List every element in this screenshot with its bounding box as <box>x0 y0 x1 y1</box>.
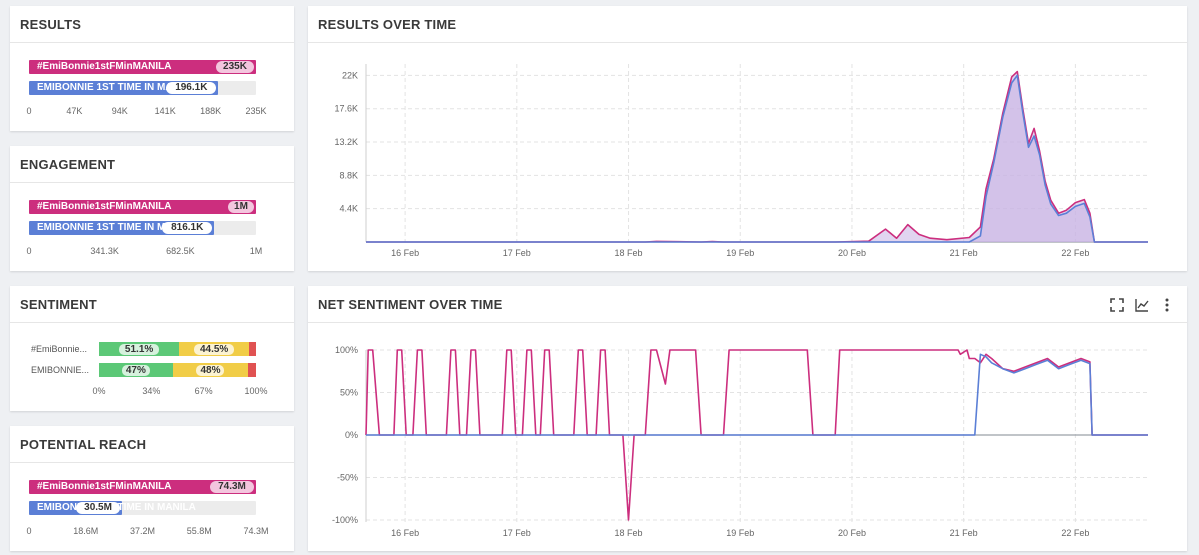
bar-value: 235K <box>216 61 254 73</box>
results-over-time-title: RESULTS OVER TIME <box>318 17 457 32</box>
x-tick-label: 21 Feb <box>950 528 978 538</box>
sentiment-neutral-value: 44.5% <box>194 344 235 355</box>
net-sentiment-over-time-widget: NET SENTIMENT OVER TIME 16 Feb 17 Feb 18 F… <box>308 286 1187 551</box>
divider <box>308 42 1187 43</box>
x-tick-label: 19 Feb <box>726 248 754 258</box>
axis-tick: 47K <box>66 106 83 116</box>
y-tick-label: 50% <box>340 388 358 398</box>
potential-reach-title: POTENTIAL REACH <box>20 437 147 452</box>
x-tick-label: 16 Feb <box>391 248 419 258</box>
sentiment-negative-segment <box>249 342 256 356</box>
results-over-time-chart[interactable]: 16 Feb 17 Feb 18 Feb 19 Feb 20 Feb 21 Feb 22 F… <box>308 6 1187 271</box>
sentiment-row-label: EMIBONNIE... <box>31 365 90 375</box>
axis-tick: 682.5K <box>166 246 195 256</box>
bar-value: 74.3M <box>210 481 254 493</box>
x-tick-label: 19 Feb <box>726 528 754 538</box>
x-tick-label: 20 Feb <box>838 528 866 538</box>
axis-tick: 0% <box>92 386 106 396</box>
more-vertical-icon[interactable] <box>1159 297 1175 313</box>
bar-label: #EmiBonnie1stFMinMANILA <box>37 201 172 212</box>
axis-tick: 94K <box>111 106 128 116</box>
axis-tick: 341.3K <box>90 246 119 256</box>
bar-0: #EmiBonnie1stFMinMANILA <box>29 200 256 214</box>
results-over-time-widget: RESULTS OVER TIME 16 Feb 17 Feb 18 Feb 19 F… <box>308 6 1187 271</box>
divider <box>10 462 294 463</box>
axis-tick: 18.6M <box>73 526 99 536</box>
axis-tick: 235K <box>245 106 267 116</box>
potential-reach-widget: POTENTIAL REACH #EmiBonnie1stFMinMANILA 7… <box>10 426 294 551</box>
divider <box>10 42 294 43</box>
axis-tick: 0 <box>26 526 32 536</box>
engagement-widget: ENGAGEMENT #EmiBonnie1stFMinMANILA 1M EMIB… <box>10 146 294 271</box>
bar-0: #EmiBonnie1stFMinMANILA <box>29 480 256 494</box>
y-tick-label: 13.2K <box>334 137 358 147</box>
x-tick-label: 17 Feb <box>503 528 531 538</box>
x-tick-label: 18 Feb <box>615 248 643 258</box>
bar-0: #EmiBonnie1stFMinMANILA <box>29 60 256 74</box>
x-tick-label: 21 Feb <box>950 248 978 258</box>
x-tick-label: 22 Feb <box>1061 528 1089 538</box>
sentiment-positive-value: 51.1% <box>119 344 160 355</box>
bar-label: EMIBONNIE 1ST TIME IN MANILA <box>37 222 196 233</box>
fullscreen-icon[interactable] <box>1109 297 1125 313</box>
axis-tick: 1M <box>249 246 263 256</box>
bar-value: 1M <box>228 201 254 213</box>
results-widget: RESULTS #EmiBonnie1stFMinMANILA 235K EMIBO… <box>10 6 294 131</box>
bar-value: 30.5M <box>76 502 121 514</box>
y-tick-label: -100% <box>332 515 358 525</box>
axis-tick: 55.8M <box>186 526 212 536</box>
divider <box>308 322 1187 323</box>
axis-tick: 0 <box>26 106 32 116</box>
y-tick-label: 22K <box>342 70 358 80</box>
sentiment-row-label: #EmiBonnie... <box>31 344 88 354</box>
series-line-blue[interactable] <box>366 353 1148 436</box>
axis-tick: 100% <box>244 386 268 396</box>
axis-tick: 74.3M <box>243 526 269 536</box>
series-area-blue <box>366 75 1148 243</box>
y-tick-label: -50% <box>337 473 358 483</box>
y-tick-label: 4.4K <box>339 204 358 214</box>
series-line-blue[interactable] <box>366 74 1148 243</box>
line-chart-icon[interactable] <box>1134 297 1150 313</box>
sentiment-positive-value: 47% <box>121 365 150 376</box>
divider <box>10 322 294 323</box>
bar-value: 196.1K <box>166 82 217 94</box>
bar-label: #EmiBonnie1stFMinMANILA <box>37 61 172 72</box>
axis-tick: 37.2M <box>129 526 156 536</box>
sentiment-neutral-value: 48% <box>196 365 225 376</box>
bar-label: #EmiBonnie1stFMinMANILA <box>37 481 172 492</box>
sentiment-title: SENTIMENT <box>20 297 97 312</box>
x-tick-label: 17 Feb <box>503 248 531 258</box>
axis-tick: 67% <box>194 386 213 396</box>
y-tick-label: 17.6K <box>334 104 358 114</box>
engagement-title: ENGAGEMENT <box>20 157 116 172</box>
x-tick-label: 20 Feb <box>838 248 866 258</box>
y-tick-label: 0% <box>345 430 358 440</box>
y-tick-label: 100% <box>335 345 358 355</box>
axis-tick: 141K <box>154 106 176 116</box>
sentiment-widget: SENTIMENT #EmiBonnie... 51.1% 44.5% EMIBONN… <box>10 286 294 411</box>
axis-tick: 0 <box>26 246 32 256</box>
axis-tick: 188K <box>200 106 222 116</box>
y-tick-label: 8.8K <box>339 170 358 180</box>
x-tick-label: 18 Feb <box>615 528 643 538</box>
sentiment-negative-segment <box>248 363 256 377</box>
net-sentiment-title: NET SENTIMENT OVER TIME <box>318 297 503 312</box>
x-tick-label: 22 Feb <box>1061 248 1089 258</box>
net-sentiment-chart[interactable]: 16 Feb 17 Feb 18 Feb 19 Feb 20 Feb 21 Feb 22 F… <box>308 286 1187 551</box>
divider <box>10 182 294 183</box>
bar-value: 816.1K <box>162 222 213 234</box>
axis-tick: 34% <box>142 386 161 396</box>
series-line-pink[interactable] <box>365 349 1148 521</box>
results-title: RESULTS <box>20 17 82 32</box>
x-tick-label: 16 Feb <box>391 528 419 538</box>
bar-label: EMIBONNIE 1ST TIME IN MANILA <box>37 82 196 93</box>
